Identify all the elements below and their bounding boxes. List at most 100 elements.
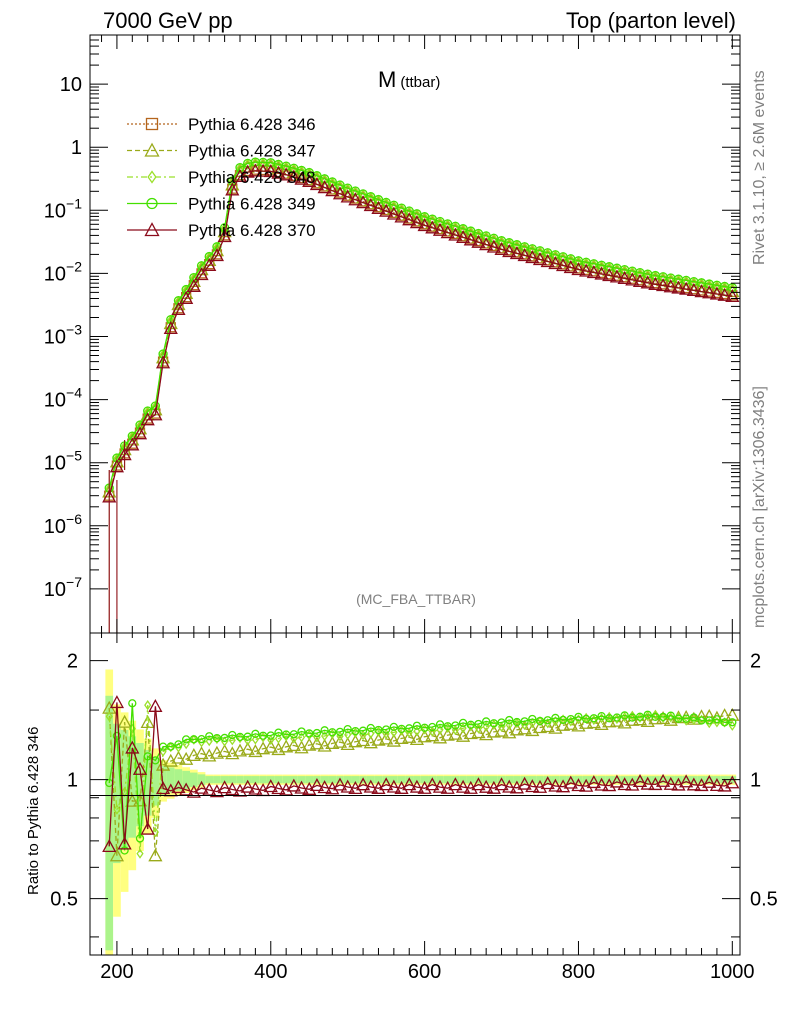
marker-triangle	[255, 163, 271, 177]
y-tick-label: 10−5	[44, 448, 82, 475]
marker-diamond	[297, 732, 306, 743]
marker-diamond	[112, 453, 121, 465]
marker-triangle	[440, 727, 455, 741]
marker-triangle	[171, 750, 186, 764]
marker-triangle	[532, 252, 548, 266]
marker-circle	[205, 732, 214, 741]
marker-triangle	[332, 186, 348, 200]
marker-circle	[235, 732, 245, 742]
legend-item: Pythia 6.428 370	[127, 221, 316, 240]
x-tick-label: 200	[100, 961, 133, 983]
marker-triangle	[263, 739, 278, 753]
marker-circle	[697, 716, 706, 725]
marker-diamond	[151, 827, 159, 838]
marker-triangle	[471, 777, 486, 791]
marker-triangle	[225, 182, 240, 196]
marker-triangle	[332, 734, 348, 748]
marker-triangle	[132, 761, 148, 775]
marker-diamond	[436, 724, 444, 735]
marker-diamond	[190, 734, 198, 745]
marker-triangle	[171, 780, 186, 794]
marker-diamond	[705, 718, 713, 729]
marker-circle	[166, 742, 175, 751]
marker-circle	[435, 720, 445, 729]
ratio-band-green	[228, 776, 237, 784]
marker-circle	[120, 846, 129, 855]
marker-triangle	[209, 745, 225, 759]
marker-triangle	[317, 180, 332, 194]
marker-circle	[128, 699, 137, 708]
marker-triangle	[702, 285, 717, 299]
marker-triangle	[609, 269, 625, 283]
marker-diamond	[228, 735, 236, 746]
marker-triangle	[409, 215, 425, 229]
x-tick-label: 600	[408, 961, 441, 983]
marker-triangle	[217, 780, 232, 794]
marker-triangle	[448, 777, 463, 791]
marker-triangle	[717, 708, 732, 722]
marker-triangle	[709, 778, 725, 792]
side-label-rivet: Rivet 3.1.10, ≥ 2.6M events	[751, 70, 768, 265]
marker-diamond	[482, 721, 490, 732]
marker-triangle	[648, 276, 663, 290]
marker-triangle	[402, 212, 417, 226]
marker-triangle	[471, 234, 486, 248]
marker-diamond	[251, 734, 259, 745]
marker-triangle	[494, 723, 509, 737]
marker-circle	[489, 719, 498, 728]
marker-circle	[705, 716, 714, 725]
ratio-band-green	[151, 757, 160, 806]
ratio-band-green	[159, 765, 167, 795]
marker-circle	[220, 733, 229, 743]
marker-triangle	[471, 725, 486, 739]
y-tick-label: 10−4	[44, 385, 82, 412]
ratio-y-tick-label-right: 2	[750, 651, 761, 673]
marker-triangle	[632, 273, 648, 287]
marker-triangle	[509, 246, 525, 260]
ratio-band-green	[636, 776, 644, 784]
marker-circle	[182, 735, 191, 744]
legend-label: Pythia 6.428 370	[188, 221, 316, 240]
marker-diamond	[251, 157, 260, 169]
marker-triangle	[525, 779, 540, 793]
marker-triangle	[602, 268, 617, 282]
marker-triangle	[302, 173, 317, 187]
marker-triangle	[279, 739, 294, 753]
marker-triangle	[540, 776, 555, 790]
marker-circle	[666, 711, 675, 720]
marker-diamond	[197, 261, 206, 273]
marker-circle	[282, 730, 291, 739]
ratio-band-green	[659, 776, 667, 784]
marker-triangle	[202, 782, 217, 796]
marker-triangle	[402, 729, 417, 743]
marker-triangle	[702, 708, 717, 722]
marker-triangle	[725, 775, 740, 789]
marker-triangle	[125, 793, 140, 807]
ratio-band-green	[705, 776, 714, 784]
marker-circle	[358, 726, 368, 735]
marker-circle	[628, 713, 637, 722]
marker-triangle	[409, 779, 425, 793]
ratio-band-green	[543, 776, 552, 784]
marker-circle	[605, 714, 614, 723]
marker-triangle	[225, 782, 240, 796]
legend-label: Pythia 6.428 349	[188, 195, 316, 214]
marker-triangle	[563, 775, 578, 789]
ratio-plot-frame	[89, 632, 741, 956]
ratio-band-green	[351, 776, 360, 784]
analysis-label: (MC_FBA_TTBAR)	[356, 591, 476, 607]
marker-triangle	[709, 286, 725, 300]
marker-circle	[651, 712, 660, 722]
marker-triangle	[286, 169, 301, 183]
marker-diamond	[544, 718, 552, 729]
legend-item: Pythia 6.428 347	[127, 142, 316, 161]
marker-diamond	[205, 251, 214, 264]
marker-triangle	[125, 740, 140, 754]
ratio-band-green	[459, 776, 467, 784]
marker-triangle	[117, 836, 132, 850]
marker-triangle	[386, 206, 401, 220]
marker-diamond	[147, 170, 157, 184]
ratio-band-green	[259, 776, 267, 784]
marker-diamond	[728, 720, 736, 731]
plot-title: M (ttbar)	[378, 67, 440, 92]
